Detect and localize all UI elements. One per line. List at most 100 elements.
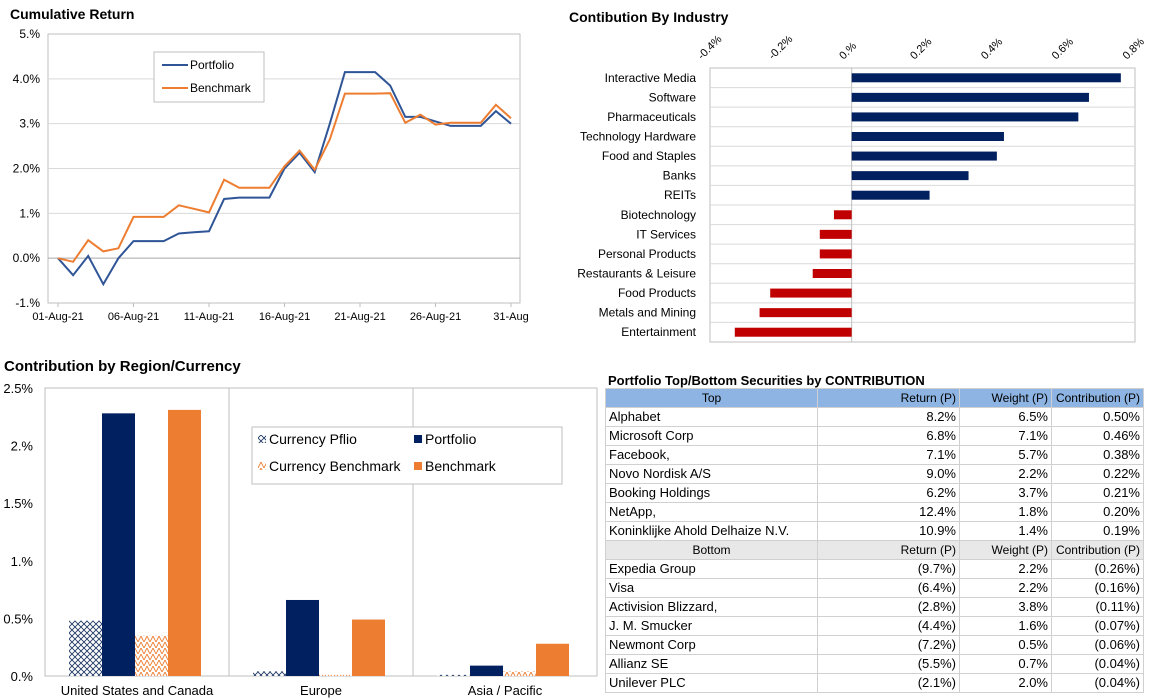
table-cell: 10.9% bbox=[817, 521, 960, 541]
table-cell: 9.0% bbox=[817, 464, 960, 484]
table-cell: (2.1%) bbox=[817, 673, 960, 693]
table-row: Koninklijke Ahold Delhaize N.V. 10.9% 1.4%… bbox=[605, 521, 1144, 541]
table-row: Facebook, 7.1% 5.7% 0.38% bbox=[605, 445, 1144, 465]
industry-chart-title: Contibution By Industry bbox=[569, 9, 729, 25]
table-cell: 7.1% bbox=[959, 426, 1052, 446]
legend-label: Currency Benchmark bbox=[269, 458, 401, 474]
table-cell: Booking Holdings bbox=[605, 483, 818, 503]
bar-it-services bbox=[819, 229, 852, 239]
legend-label: Currency Pflio bbox=[269, 431, 357, 447]
x-tick-label: -0.4% bbox=[696, 33, 725, 62]
table-cell: 0.50% bbox=[1051, 407, 1144, 427]
bar-personal-products bbox=[819, 249, 852, 259]
table-cell: 0.19% bbox=[1051, 521, 1144, 541]
table-cell: Contribution (P) bbox=[1051, 540, 1144, 560]
x-tick-label: 0.8% bbox=[1121, 36, 1147, 62]
table-cell: 2.2% bbox=[959, 578, 1052, 598]
table-row: J. M. Smucker (4.4%) 1.6% (0.07%) bbox=[605, 616, 1144, 636]
legend-swatch bbox=[258, 462, 266, 470]
x-tick-label: 0.4% bbox=[979, 36, 1005, 62]
table-cell: Return (P) bbox=[817, 540, 960, 560]
bar-reits bbox=[851, 190, 930, 200]
table-cell: Facebook, bbox=[605, 445, 818, 465]
table-cell: Top bbox=[605, 388, 818, 408]
legend: Currency Pflio Portfolio Currency Benchmar… bbox=[251, 426, 563, 485]
bar-pharmaceuticals bbox=[851, 112, 1079, 122]
cumulative-return-title: Cumulative Return bbox=[10, 6, 135, 22]
legend-swatch bbox=[258, 435, 266, 443]
y-tick-label: 2.0% bbox=[13, 162, 41, 176]
x-tick-label: 01-Aug-21 bbox=[32, 311, 83, 323]
category-label: Food Products bbox=[618, 286, 696, 300]
cumulative-return-chart: -1.% 0.0% 1.% 2.0% 3.% 4.0% 5.% 01-Aug-21 06-Aug… bbox=[13, 27, 529, 323]
series-line-portfolio bbox=[57, 71, 512, 287]
table-row: Expedia Group (9.7%) 2.2% (0.26%) bbox=[605, 559, 1144, 579]
bar-entertainment bbox=[734, 327, 852, 337]
bar-biotechnology bbox=[833, 210, 852, 220]
y-tick-label: 5.% bbox=[19, 27, 40, 41]
region-contribution-chart: 0.% 0.5% 1.% 1.5% 2.% 2.5% United States and C… bbox=[3, 381, 598, 698]
y-tick-label: 0.0% bbox=[13, 251, 41, 265]
bar-portfolio bbox=[470, 665, 503, 676]
table-cell: Unilever PLC bbox=[605, 673, 818, 693]
bar-metals-and-mining bbox=[759, 308, 852, 318]
table-cell: (0.07%) bbox=[1051, 616, 1144, 636]
legend-swatch bbox=[414, 435, 422, 443]
table-cell: Visa bbox=[605, 578, 818, 598]
bar-software bbox=[851, 92, 1089, 102]
y-tick-label: 2.% bbox=[11, 439, 34, 454]
table-cell: 2.2% bbox=[959, 559, 1052, 579]
table-cell: (0.11%) bbox=[1051, 597, 1144, 617]
bar-currency-pflio bbox=[437, 674, 470, 676]
table-cell: (9.7%) bbox=[817, 559, 960, 579]
securities-table: Top Return (P) Weight (P) Contribution (P) A… bbox=[605, 388, 1144, 693]
bar-currency-pflio bbox=[253, 671, 286, 676]
category-label: Software bbox=[649, 90, 697, 104]
table-cell: (0.04%) bbox=[1051, 654, 1144, 674]
table-cell: (0.04%) bbox=[1051, 673, 1144, 693]
table-cell: 0.38% bbox=[1051, 445, 1144, 465]
table-cell: 2.2% bbox=[959, 464, 1052, 484]
bar-currency-pflio bbox=[69, 620, 102, 676]
x-tick-label: 0.6% bbox=[1050, 36, 1076, 62]
table-cell: 3.7% bbox=[959, 483, 1052, 503]
table-cell: (4.4%) bbox=[817, 616, 960, 636]
table-cell: Expedia Group bbox=[605, 559, 818, 579]
x-tick-label: 06-Aug-21 bbox=[108, 311, 159, 323]
category-label: Biotechnology bbox=[621, 208, 696, 222]
y-tick-label: 2.5% bbox=[3, 381, 33, 396]
table-cell: 1.8% bbox=[959, 502, 1052, 522]
bar-portfolio bbox=[102, 413, 135, 676]
bar-benchmark bbox=[536, 643, 569, 676]
y-tick-label: 1.% bbox=[19, 206, 40, 220]
table-cell: 6.2% bbox=[817, 483, 960, 503]
y-tick-label: 1.% bbox=[11, 554, 34, 569]
category-label: Asia / Pacific bbox=[468, 683, 543, 698]
table-cell: 5.7% bbox=[959, 445, 1052, 465]
table-cell: 0.21% bbox=[1051, 483, 1144, 503]
bar-benchmark bbox=[352, 619, 385, 676]
table-cell: (0.26%) bbox=[1051, 559, 1144, 579]
table-cell: 0.5% bbox=[959, 635, 1052, 655]
bar-currency-benchmark bbox=[319, 674, 352, 676]
table-header-top: Top Return (P) Weight (P) Contribution (P) bbox=[605, 388, 1144, 408]
category-label: Personal Products bbox=[598, 247, 696, 261]
table-cell: 0.20% bbox=[1051, 502, 1144, 522]
x-tick-label: -0.2% bbox=[766, 33, 795, 62]
bar-food-products bbox=[770, 288, 852, 298]
category-label: Entertainment bbox=[621, 325, 696, 339]
bar-portfolio bbox=[286, 599, 319, 676]
y-tick-label: 0.5% bbox=[3, 611, 33, 626]
table-cell: 3.8% bbox=[959, 597, 1052, 617]
table-row: Microsoft Corp 6.8% 7.1% 0.46% bbox=[605, 426, 1144, 446]
category-label: Metals and Mining bbox=[599, 306, 696, 320]
x-tick-label: 0.% bbox=[837, 40, 859, 62]
x-tick-label: 16-Aug-21 bbox=[259, 311, 310, 323]
table-row: Allianz SE (5.5%) 0.7% (0.04%) bbox=[605, 654, 1144, 674]
bar-food-and-staples bbox=[851, 151, 997, 161]
table-cell: (6.4%) bbox=[817, 578, 960, 598]
bar-currency-benchmark bbox=[503, 671, 536, 676]
y-tick-label: 1.5% bbox=[3, 496, 33, 511]
legend-box bbox=[153, 51, 265, 103]
category-label: IT Services bbox=[636, 227, 696, 241]
